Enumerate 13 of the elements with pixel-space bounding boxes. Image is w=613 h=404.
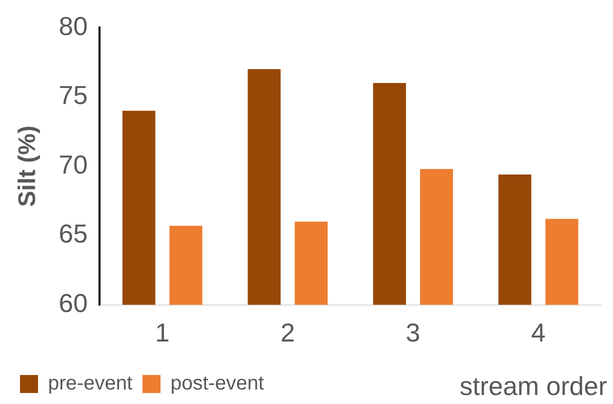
y-tick-label: 60	[58, 288, 88, 318]
y-tick-label: 75	[58, 80, 88, 110]
y-axis-title: Silt (%)	[14, 126, 42, 207]
x-tick-label: 1	[155, 318, 170, 348]
y-tick-label: 80	[58, 10, 88, 41]
legend-label: pre-event	[48, 372, 133, 395]
x-tick-label: 3	[406, 318, 420, 348]
y-tick-label: 70	[58, 149, 88, 180]
y-tick-label: 65	[58, 218, 88, 249]
x-axis-title: stream order	[460, 371, 607, 402]
legend-label: post-event	[170, 372, 264, 395]
x-tick-label: 4	[531, 318, 546, 348]
x-tick-label: 2	[280, 318, 295, 348]
